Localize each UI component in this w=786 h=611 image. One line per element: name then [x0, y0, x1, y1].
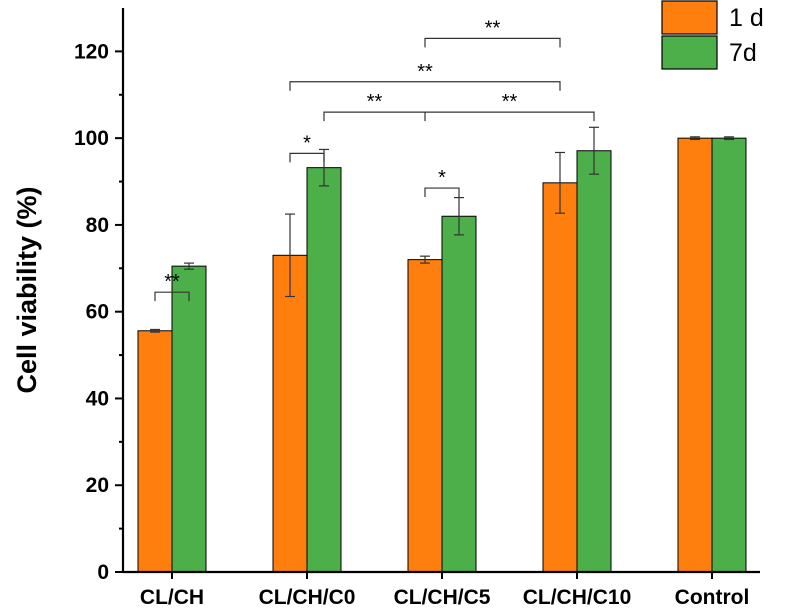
significance-label: *: [303, 132, 311, 154]
significance-bracket: [289, 152, 325, 163]
legend-swatch: [661, 35, 718, 70]
legend-swatch: [661, 0, 718, 35]
y-axis-label: Cell viability (%): [12, 186, 42, 393]
x-tick-label: CL/CH/C10: [523, 586, 632, 609]
significance-label: **: [164, 271, 180, 293]
error-bars-layer: [150, 126, 734, 333]
x-tick-label: CL/CH: [140, 586, 204, 609]
legend-label: 1 d: [729, 4, 764, 32]
y-tick-label: 0: [97, 561, 109, 584]
bar-control-0: [677, 137, 713, 573]
bar-cl-ch-c5-0: [407, 259, 443, 573]
y-tick-label: 20: [86, 474, 109, 497]
significance-bracket: [323, 111, 595, 122]
bar-cl-ch-c0-1: [306, 167, 342, 573]
bar-cl-ch-1: [171, 265, 207, 573]
bars-layer: [137, 137, 747, 573]
significance-bracket: [154, 291, 190, 302]
legend-label: 7d: [729, 39, 757, 67]
x-tick-label: CL/CH/C5: [394, 586, 491, 609]
significance-bracket: [289, 81, 561, 91]
y-ticks-layer: 0 20 40 60 80 100 120: [74, 40, 123, 584]
bar-control-1: [711, 137, 747, 573]
y-tick-label: 60: [86, 301, 109, 324]
bar-cl-ch-c10-1: [576, 150, 612, 573]
y-tick-label: 80: [86, 214, 109, 237]
significance-label: **: [502, 91, 518, 113]
bar-cl-ch-c5-1: [441, 215, 477, 573]
legend: 1 d7d: [661, 0, 764, 70]
significance-bracket: [424, 187, 460, 198]
bar-cl-ch-c10-0: [542, 182, 578, 573]
significance-bracket: [424, 37, 561, 48]
x-ticks-layer: CL/CH CL/CH/C0 CL/CH/C5 CL/CH/C10 Control: [140, 572, 749, 609]
y-tick-label: 120: [74, 40, 109, 63]
significance-label: **: [485, 17, 501, 39]
significance-label: **: [417, 61, 433, 83]
x-tick-label: Control: [675, 586, 750, 609]
y-tick-label: 40: [86, 387, 109, 410]
bar-cl-ch-c0-0: [272, 254, 308, 573]
significance-label: **: [367, 91, 383, 113]
significance-label: *: [438, 167, 446, 189]
bar-cl-ch-0: [137, 330, 173, 573]
y-tick-label: 100: [74, 127, 109, 150]
significance-layer: ****** ******: [154, 17, 595, 302]
x-tick-label: CL/CH/C0: [259, 586, 356, 609]
